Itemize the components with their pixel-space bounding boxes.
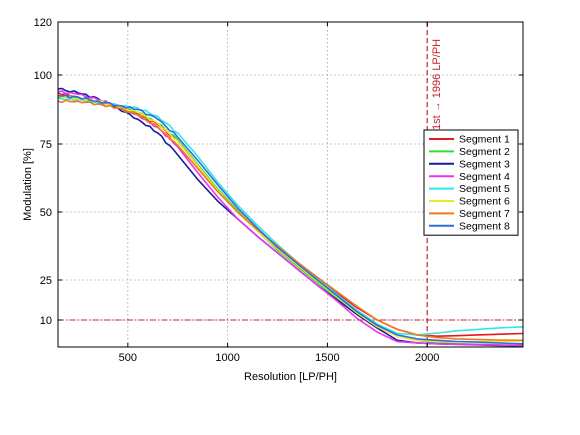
y-axis-label: Modulation [%] — [22, 148, 34, 221]
legend-label-5: Segment 5 — [459, 183, 510, 195]
x-tick-label: 1000 — [215, 352, 239, 364]
series-line-7 — [57, 99, 524, 342]
legend-label-7: Segment 7 — [459, 208, 510, 220]
legend-label-2: Segment 2 — [459, 146, 510, 158]
y-tick-label: 50 — [40, 207, 52, 219]
series-line-8 — [57, 94, 524, 345]
series-lines — [57, 87, 524, 347]
x-tick-label: 500 — [119, 352, 137, 364]
legend-label-1: Segment 1 — [459, 134, 510, 146]
threshold-annotation-label: 1st → 1996 LP/PH — [431, 39, 443, 130]
series-line-5 — [57, 97, 524, 336]
y-tick-label: 75 — [40, 139, 52, 151]
y-tick-label: 120 — [34, 17, 52, 29]
legend-label-3: Segment 3 — [459, 158, 510, 170]
y-tick-label: 10 — [40, 315, 52, 327]
plot-frame — [57, 21, 524, 348]
x-axis-label: Resolution [LP/PH] — [244, 371, 337, 383]
x-tick-label: 2000 — [415, 352, 439, 364]
legend-label-6: Segment 6 — [459, 196, 510, 208]
y-tick-label: 25 — [40, 275, 52, 287]
legend-label-4: Segment 4 — [459, 171, 510, 183]
legend-box — [423, 129, 519, 236]
x-tick-label: 1500 — [315, 352, 339, 364]
y-tick-label: 100 — [34, 70, 52, 82]
legend-label-8: Segment 8 — [459, 220, 510, 232]
series-line-3 — [57, 87, 524, 347]
